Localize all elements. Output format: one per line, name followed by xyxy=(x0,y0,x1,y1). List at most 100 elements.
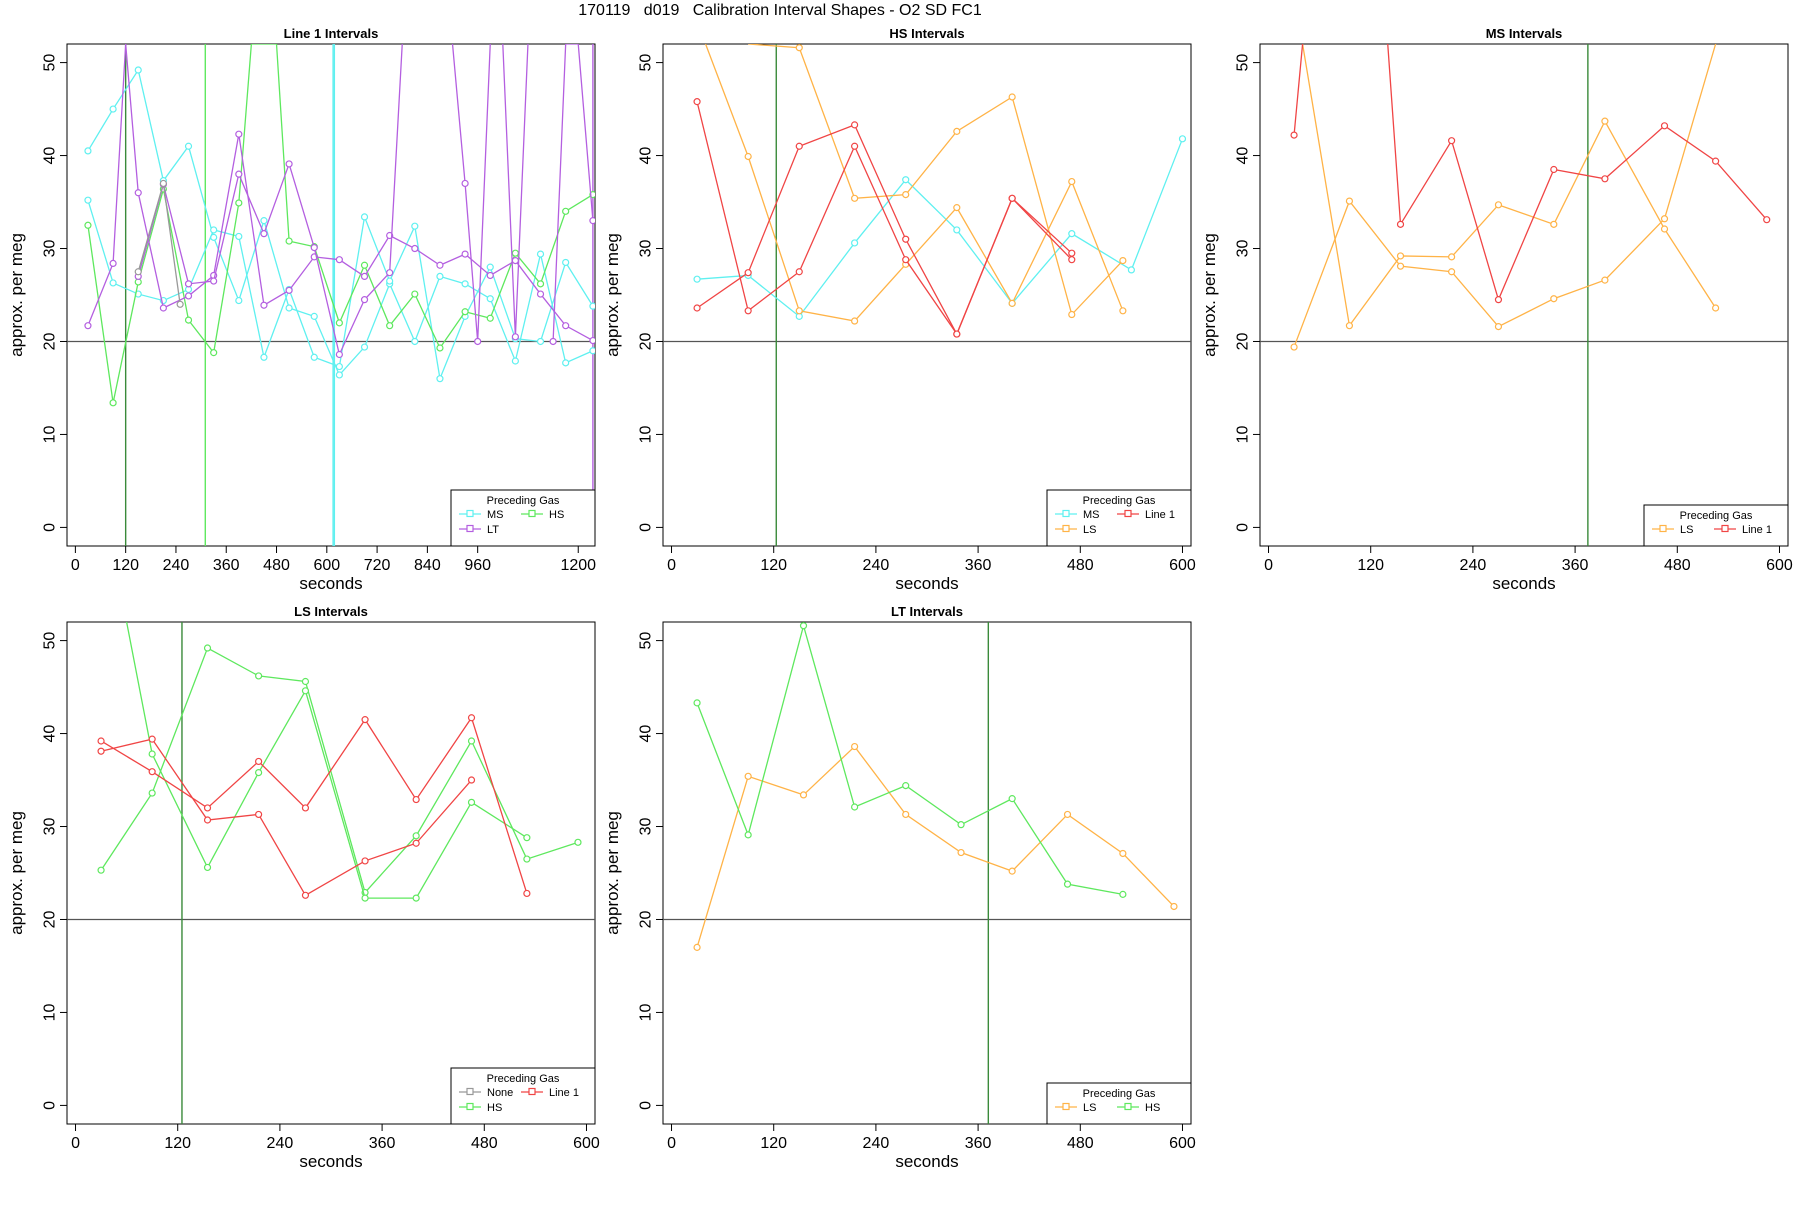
data-point xyxy=(1448,253,1456,261)
y-tick-label: 10 xyxy=(42,1003,59,1021)
data-point xyxy=(902,191,910,199)
legend-entry: HS xyxy=(459,1102,502,1114)
data-point xyxy=(436,375,444,383)
data-point xyxy=(335,319,343,327)
data-point xyxy=(953,226,961,234)
x-tick-label: 120 xyxy=(112,557,139,574)
data-point xyxy=(360,261,369,269)
x-tick-label: 600 xyxy=(1169,557,1196,574)
data-point xyxy=(210,277,218,285)
series-ls xyxy=(1301,44,1720,330)
data-point xyxy=(851,239,859,247)
legend-label: Line 1 xyxy=(1742,524,1772,536)
x-tick-label: 600 xyxy=(1766,557,1793,574)
y-tick-label: 20 xyxy=(42,910,59,928)
series-lt xyxy=(502,44,529,341)
legend-title: Preceding Gas xyxy=(1083,1088,1156,1100)
y-tick-label: 40 xyxy=(638,725,655,743)
data-point xyxy=(436,344,444,352)
legend-title: Preceding Gas xyxy=(1083,495,1156,507)
legend-marker xyxy=(1124,509,1132,518)
data-point xyxy=(1448,268,1456,276)
data-point xyxy=(235,296,243,305)
legend-entry: LS xyxy=(1055,524,1096,536)
data-point xyxy=(1550,220,1558,228)
y-tick-label: 40 xyxy=(42,725,59,743)
series-hs xyxy=(97,644,582,897)
data-point xyxy=(1008,299,1016,307)
data-point xyxy=(134,66,142,74)
data-point xyxy=(148,735,156,743)
data-point xyxy=(84,322,92,330)
x-tick-label: 0 xyxy=(71,557,80,574)
data-point xyxy=(957,848,965,857)
data-point xyxy=(902,235,910,243)
x-tick-label: 120 xyxy=(164,1135,191,1152)
legend-title: Preceding Gas xyxy=(487,1073,560,1085)
data-point xyxy=(536,290,545,298)
page-title: 170119 d019 Calibration Interval Shapes … xyxy=(578,2,982,19)
y-tick-label: 10 xyxy=(638,1003,655,1021)
data-point xyxy=(589,302,595,310)
legend-marker xyxy=(466,509,474,518)
data-point xyxy=(1494,296,1503,304)
data-point xyxy=(109,279,117,287)
legend-label: None xyxy=(487,1087,513,1099)
legend-box xyxy=(450,1067,596,1125)
series-line xyxy=(704,44,1124,322)
series-line xyxy=(502,44,529,337)
data-point xyxy=(536,280,545,288)
legend-entry: None xyxy=(459,1087,513,1099)
y-tick-label: 30 xyxy=(1235,240,1252,258)
legend-label: Line 1 xyxy=(549,1087,579,1099)
data-point xyxy=(148,789,156,797)
data-point xyxy=(467,776,476,784)
legend-label: LS xyxy=(1680,524,1693,536)
data-point xyxy=(260,301,268,309)
legend-entry: Line 1 xyxy=(1117,509,1175,521)
plot-frame xyxy=(66,621,596,1125)
data-point xyxy=(693,275,701,283)
data-point xyxy=(795,268,803,276)
series-hs xyxy=(84,44,595,407)
data-point xyxy=(436,261,444,269)
data-point xyxy=(285,304,293,312)
data-point xyxy=(386,322,394,330)
data-point xyxy=(109,399,117,407)
data-point xyxy=(1712,157,1720,165)
data-point xyxy=(795,44,803,52)
data-point xyxy=(109,105,117,113)
data-point xyxy=(411,290,419,298)
data-point xyxy=(1712,304,1720,312)
data-point xyxy=(1119,890,1127,898)
legend-label: LS xyxy=(1083,524,1096,536)
data-point xyxy=(411,337,419,346)
data-point xyxy=(1396,220,1405,228)
series-hs xyxy=(693,622,1127,898)
data-point xyxy=(255,768,263,777)
series-line-1 xyxy=(693,121,1076,338)
data-point xyxy=(461,250,469,258)
chart-title: MS Intervals xyxy=(1486,26,1563,41)
series-line xyxy=(125,622,528,899)
data-point xyxy=(203,863,212,872)
legend-box xyxy=(1046,1082,1192,1125)
y-tick-label: 30 xyxy=(638,240,655,258)
x-tick-label: 600 xyxy=(313,557,340,574)
y-tick-label: 50 xyxy=(1235,54,1252,72)
series-line xyxy=(748,44,1124,316)
data-point xyxy=(511,333,519,341)
series-lt xyxy=(549,44,595,346)
panel-hs: HS Intervals 0 120 240 360 480 600 seconds 0 10 20… xyxy=(603,26,1196,593)
series-lt xyxy=(451,44,491,346)
data-point xyxy=(1008,867,1016,875)
data-point xyxy=(360,272,369,281)
x-tick-label: 600 xyxy=(1169,1135,1196,1152)
legend-marker xyxy=(528,1087,536,1096)
series-line xyxy=(137,44,403,357)
y-tick-label: 0 xyxy=(1235,523,1252,532)
data-point xyxy=(486,314,494,322)
data-point xyxy=(851,742,859,751)
data-point xyxy=(386,277,394,285)
data-point xyxy=(574,838,582,846)
